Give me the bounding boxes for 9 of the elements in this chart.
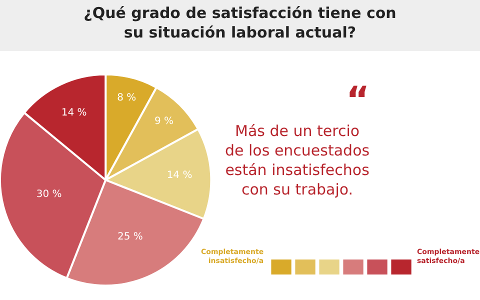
text: “	[346, 80, 370, 121]
data-label: 8 %	[117, 92, 136, 104]
data-label: 14 %	[61, 107, 87, 118]
data-label: 25 %	[117, 231, 143, 242]
text: Más de un tercio de los encuestados están insatisfechos con su trabajo.	[225, 122, 370, 198]
chart-title: ¿Qué grado de satisfacción tiene con su situación laboral actual?	[84, 4, 396, 42]
data-label: 14 %	[166, 170, 192, 181]
data-label: 30 %	[36, 189, 62, 200]
data-label: 9 %	[154, 116, 174, 128]
